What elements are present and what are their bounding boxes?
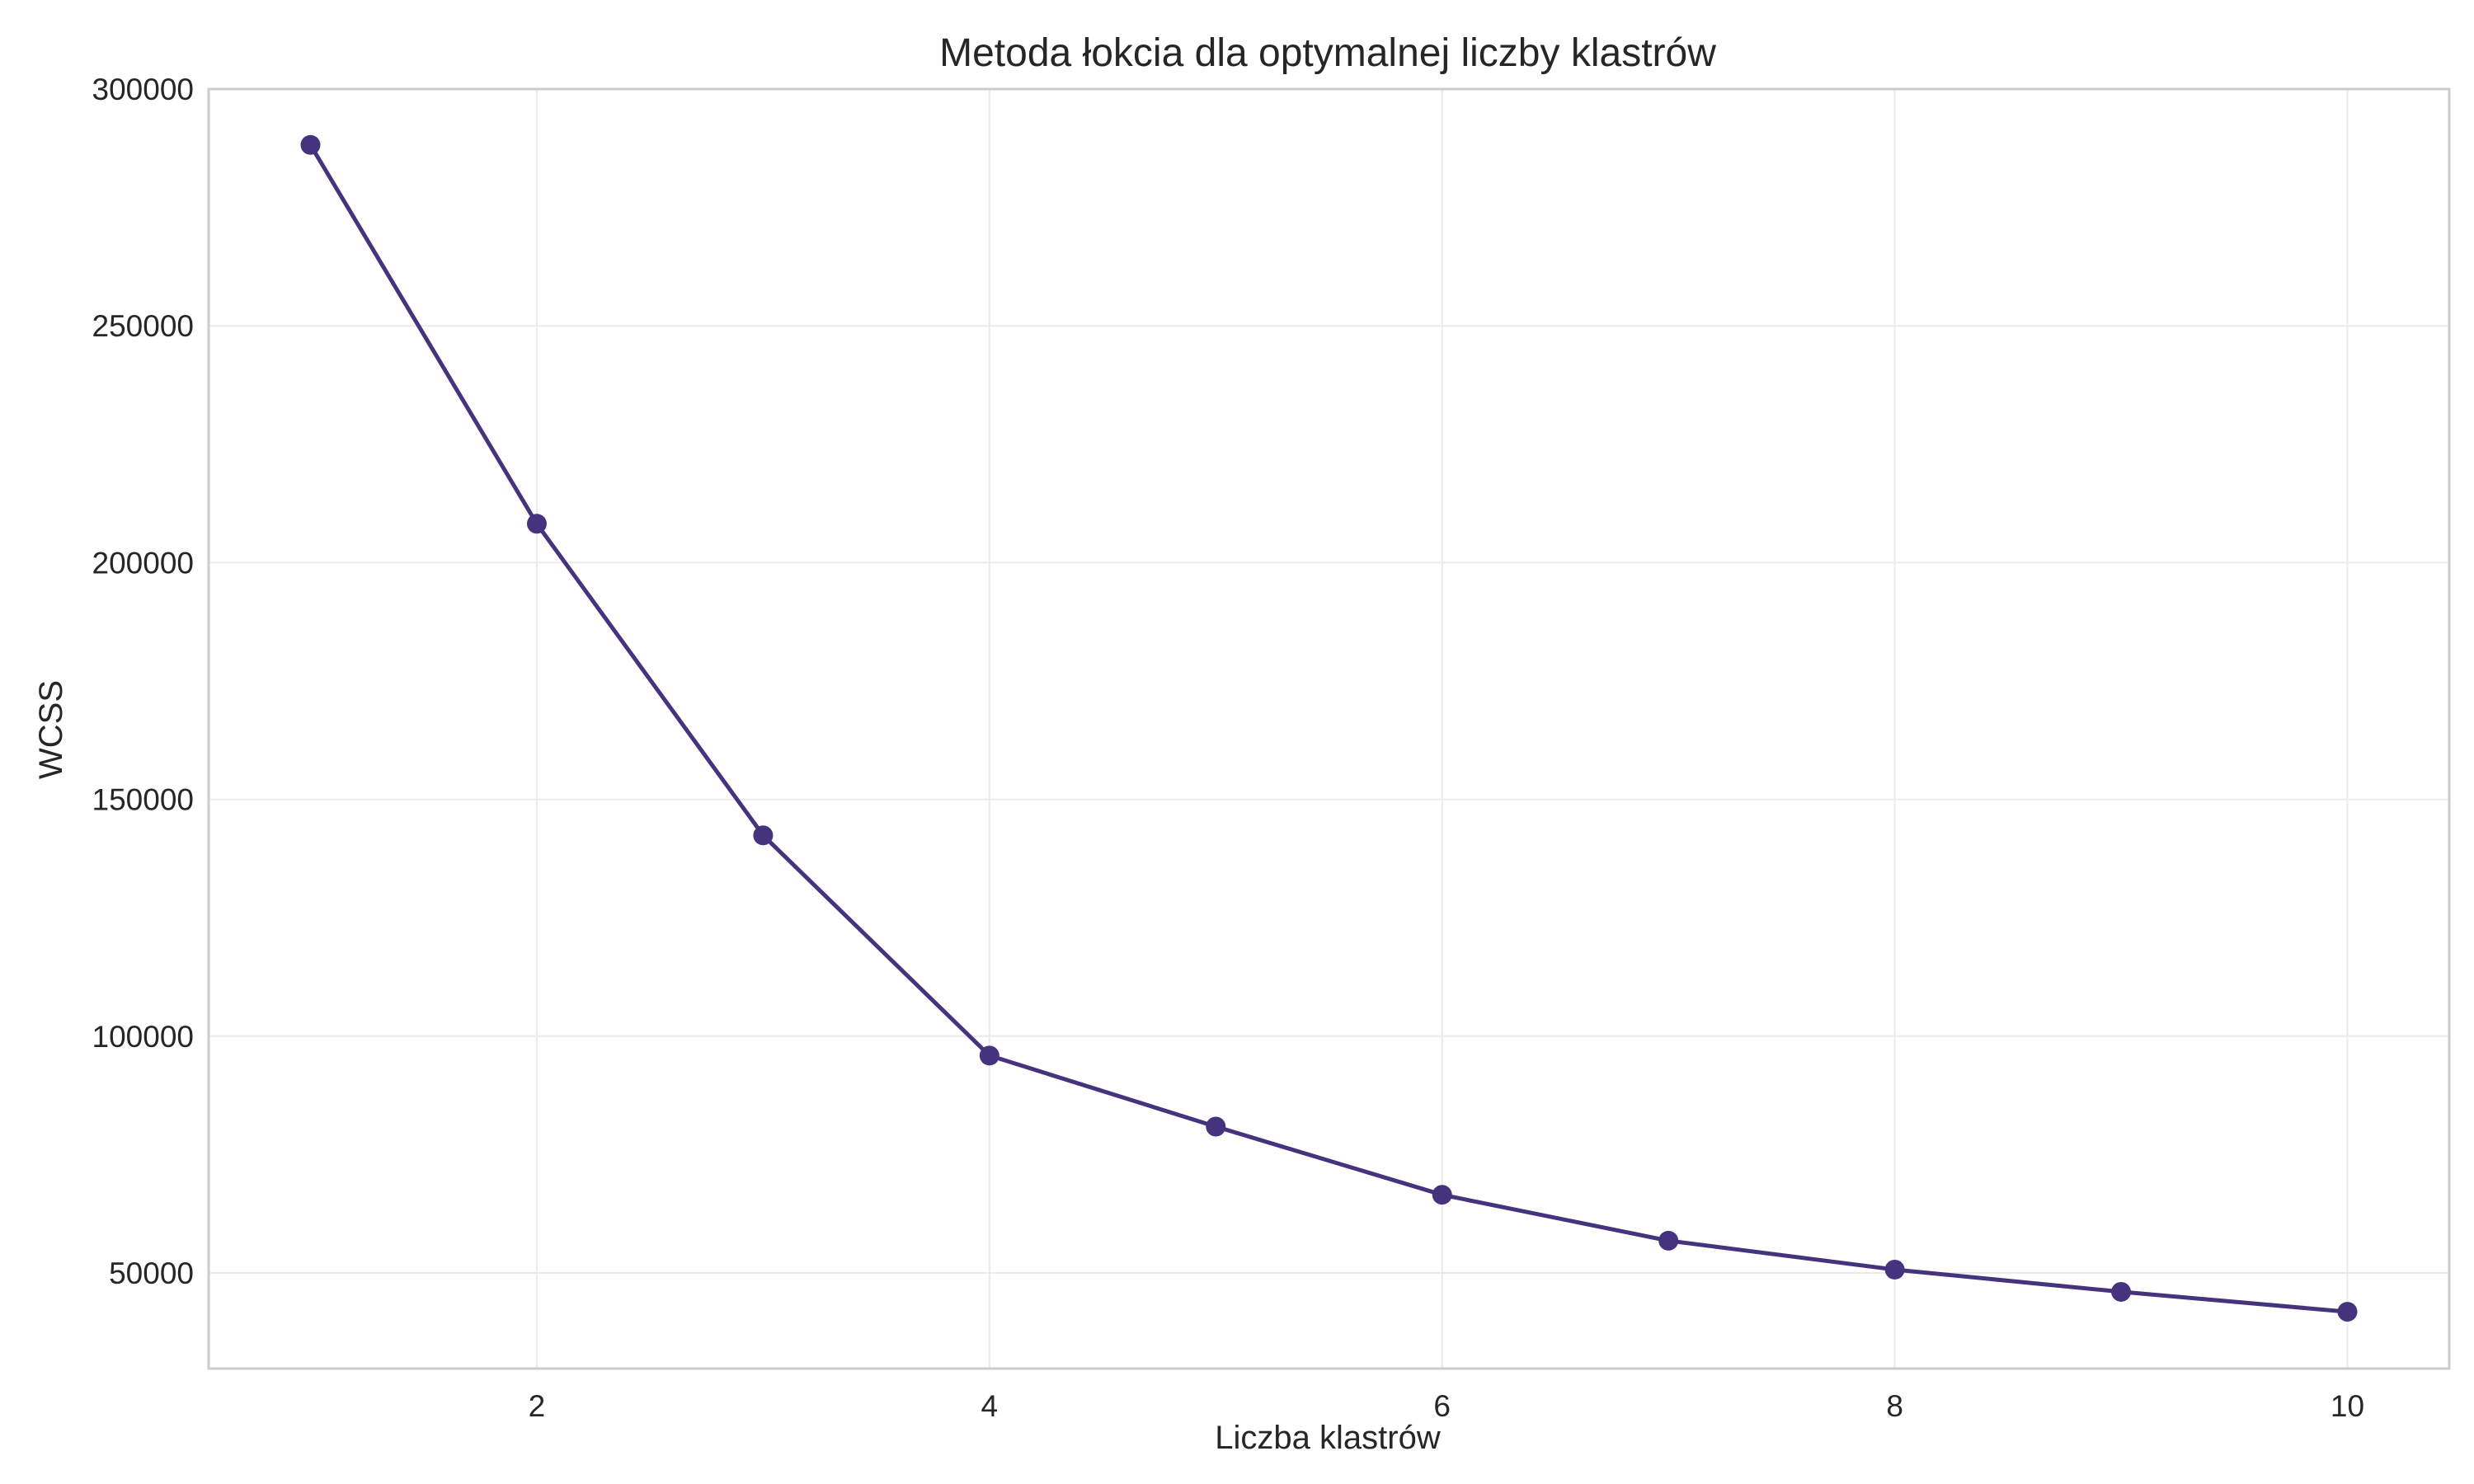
chart-title: Metoda łokcia dla optymalnej liczby klas…: [939, 31, 1716, 75]
axis-ticks: 2 4 6 8 10 50000 100000 150000 200000 250000 30000…: [92, 73, 2365, 1423]
x-axis-label: Liczba klastrów: [1215, 1420, 1441, 1456]
plot-area-frame: [207, 87, 2451, 1370]
x-tick-label: 6: [1433, 1389, 1451, 1423]
y-tick-label: 250000: [92, 309, 194, 343]
data-point: [1884, 1259, 1905, 1280]
data-point: [1206, 1116, 1226, 1137]
data-point: [979, 1045, 999, 1066]
data-point: [300, 134, 321, 155]
y-tick-label: 50000: [109, 1256, 194, 1290]
y-tick-label: 200000: [92, 546, 194, 580]
x-tick-label: 4: [981, 1389, 999, 1423]
x-tick-label: 2: [529, 1389, 546, 1423]
data-point: [2337, 1302, 2358, 1322]
y-axis-label: WCSS: [33, 680, 69, 779]
series-line: [308, 143, 2349, 1314]
x-tick-label: 10: [2331, 1389, 2364, 1423]
y-tick-label: 300000: [92, 73, 194, 106]
series-layer: [300, 134, 2358, 1322]
data-point: [753, 825, 774, 846]
x-tick-label: 8: [1886, 1389, 1903, 1423]
data-point: [526, 514, 547, 534]
data-point: [1658, 1230, 1679, 1251]
y-tick-label: 150000: [92, 783, 194, 817]
data-point: [2111, 1281, 2132, 1302]
y-tick-label: 100000: [92, 1020, 194, 1054]
data-point: [1432, 1185, 1452, 1205]
